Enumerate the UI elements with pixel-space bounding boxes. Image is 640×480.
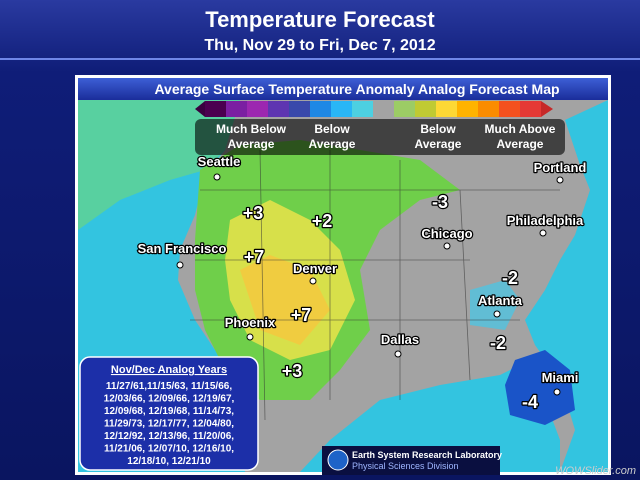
city-label: San Francisco [138, 241, 227, 256]
analog-title: Nov/Dec Analog Years [111, 364, 227, 376]
cool-anomaly [470, 280, 520, 330]
city-label: Dallas [381, 332, 419, 347]
analog-line: 12/03/66, 12/09/66, 12/19/67, [104, 394, 235, 405]
footer-box [322, 446, 500, 475]
city-label: Miami [542, 370, 579, 385]
legend-line: Below [420, 122, 456, 136]
city-label: Portland [534, 160, 587, 175]
city-dot [176, 261, 184, 269]
analog-lines: 11/27/61,11/15/63, 11/15/66, 12/03/66, 12… [104, 381, 235, 467]
analog-line: 12/18/10, 12/21/10 [127, 456, 211, 467]
city-dot [553, 388, 561, 396]
legend-line: Much Above [485, 122, 556, 136]
city-dot [556, 176, 564, 184]
anomaly-label: +7 [244, 247, 265, 267]
anomaly-label: +3 [282, 361, 303, 381]
atlantic [525, 100, 608, 472]
city-dot [394, 350, 402, 358]
city-label: Denver [293, 261, 337, 276]
state-lines [190, 149, 560, 421]
noaa-logo [327, 449, 349, 471]
watermark: WOWSlider.com [555, 465, 636, 477]
legend-line: Average [497, 137, 544, 151]
anomaly-label: +2 [312, 211, 333, 231]
legend-box [195, 119, 565, 155]
legend-label: Much Below Average [216, 122, 287, 151]
map-labels: Seattle Portland San Francisco Denver Chicag… [136, 153, 587, 414]
city-label: Seattle [198, 154, 241, 169]
city-label: Chicago [421, 226, 472, 241]
legend-label: Much Above Average [485, 122, 556, 151]
city-dot [246, 333, 254, 341]
analog-line: 11/29/73, 12/17/77, 12/04/80, [104, 419, 234, 430]
footer-org: Earth System Research Laboratory [352, 450, 502, 460]
map-title: Average Surface Temperature Anomaly Anal… [154, 81, 559, 97]
map [78, 100, 608, 472]
legend-line: Average [415, 137, 462, 151]
legend-line: Below [314, 122, 350, 136]
analog-line: 11/21/06, 12/07/10, 12/16/10, [104, 444, 234, 455]
analog-line: 12/09/68, 12/19/68, 11/14/73, [104, 406, 234, 417]
analog-line: 12/12/92, 12/13/96, 11/20/06, [104, 431, 234, 442]
subtitle: Thu, Nov 29 to Fri, Dec 7, 2012 [204, 37, 435, 54]
gulf [300, 360, 560, 472]
legend-label: Below Average [309, 122, 356, 151]
anomaly-label: -4 [522, 392, 538, 412]
city-dot [309, 277, 317, 285]
anomaly-label: -3 [432, 192, 448, 212]
legend-label: Below Average [415, 122, 462, 151]
colorbar [195, 101, 553, 117]
analog-line: 11/27/61,11/15/63, 11/15/66, [106, 381, 232, 392]
legend-line: Average [309, 137, 356, 151]
anomaly-label: +3 [243, 203, 264, 223]
anomaly-label: -2 [502, 268, 518, 288]
analog-box [79, 356, 259, 471]
city-dot [493, 310, 501, 318]
city-dot [213, 173, 221, 181]
city-label: Atlanta [478, 293, 523, 308]
city-label: Phoenix [225, 315, 276, 330]
city-label: Philadelphia [507, 213, 584, 228]
anomaly-label: +7 [291, 305, 312, 325]
legend-line: Average [228, 137, 275, 151]
title: Temperature Forecast [205, 7, 435, 32]
legend-line: Much Below [216, 122, 287, 136]
header-rule [0, 58, 640, 60]
city-dot [443, 242, 451, 250]
map-title-bar [78, 78, 608, 100]
city-dot [539, 229, 547, 237]
anomaly-label: -2 [490, 333, 506, 353]
cold-anomaly [505, 350, 575, 425]
footer-division: Physical Sciences Division [352, 461, 459, 471]
